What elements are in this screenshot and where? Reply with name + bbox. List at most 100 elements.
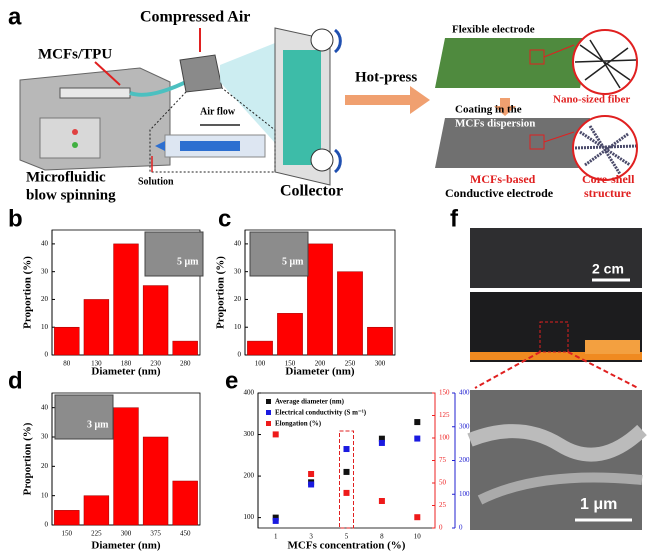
rotation bbox=[333, 28, 342, 54]
scale-label: 1 μm bbox=[580, 496, 617, 513]
label: MCFs dispersion bbox=[455, 118, 535, 130]
x-tick-label: 5 bbox=[345, 533, 349, 541]
bar bbox=[307, 243, 333, 356]
legend-swatch bbox=[266, 399, 271, 404]
bar bbox=[247, 340, 273, 356]
fiber bbox=[467, 424, 647, 462]
panel-label: c bbox=[218, 205, 231, 232]
inset-photo bbox=[144, 231, 204, 277]
x-tick-label: 150 bbox=[285, 360, 296, 368]
label: MCFs/TPU bbox=[38, 46, 112, 62]
fiber bbox=[477, 472, 643, 505]
point bbox=[378, 498, 385, 504]
point bbox=[378, 435, 385, 442]
legend-label: Elongation (%) bbox=[275, 420, 322, 428]
scale-label: 5 μm bbox=[282, 256, 304, 267]
point bbox=[343, 468, 350, 475]
point bbox=[343, 489, 350, 496]
x-tick-label: 300 bbox=[121, 530, 132, 538]
label: Air flow bbox=[200, 106, 236, 117]
x-tick-label: 130 bbox=[91, 360, 102, 368]
x-tick-label: 8 bbox=[380, 533, 384, 541]
point bbox=[414, 435, 421, 442]
inset-photo bbox=[249, 231, 309, 277]
bar bbox=[367, 326, 393, 356]
panel-label: f bbox=[450, 205, 459, 232]
bar bbox=[172, 340, 198, 356]
x-tick-label: 80 bbox=[63, 360, 71, 368]
bar bbox=[277, 313, 303, 356]
bar bbox=[337, 271, 363, 356]
label: MCFs-based bbox=[470, 172, 536, 186]
x-tick-label: 10 bbox=[414, 533, 422, 541]
label: Hot-press bbox=[355, 69, 417, 85]
y-tick-label: 300 bbox=[244, 430, 255, 438]
arrow bbox=[94, 61, 121, 86]
label: Collector bbox=[280, 183, 343, 200]
led bbox=[72, 142, 78, 148]
y-tick-label: 0 bbox=[45, 351, 49, 359]
fiber-detail bbox=[572, 115, 638, 181]
y-tick-label: 0 bbox=[439, 524, 443, 532]
rotation bbox=[333, 148, 342, 174]
x-tick-label: 150 bbox=[62, 530, 73, 538]
y-tick-label: 400 bbox=[244, 389, 255, 397]
x-tick-label: 1 bbox=[274, 533, 278, 541]
y-tick-label: 10 bbox=[41, 491, 49, 499]
x-tick-label: 250 bbox=[345, 360, 356, 368]
photo bbox=[435, 118, 590, 168]
x-tick-label: 100 bbox=[255, 360, 266, 368]
fibers bbox=[574, 125, 637, 175]
label: Conductive electrode bbox=[445, 186, 554, 200]
bar bbox=[172, 480, 198, 526]
pump-panel bbox=[39, 117, 101, 159]
y-tick-label: 25 bbox=[439, 501, 447, 509]
collector-film bbox=[283, 50, 321, 165]
gear bbox=[310, 28, 334, 52]
y-tick-label: 50 bbox=[439, 479, 447, 487]
y-tick-label: 125 bbox=[439, 411, 450, 419]
y-tick-label: 100 bbox=[459, 490, 470, 498]
y-tick-label: 20 bbox=[41, 295, 49, 303]
x-tick-label: 300 bbox=[375, 360, 386, 368]
point bbox=[272, 514, 279, 521]
x-tick-label: 3 bbox=[309, 533, 313, 541]
bar bbox=[113, 407, 139, 526]
y-tick-label: 200 bbox=[459, 456, 470, 464]
x-tick-label: 280 bbox=[180, 360, 191, 368]
y-tick-label: 0 bbox=[459, 524, 463, 532]
label: Compressed Air bbox=[140, 9, 250, 26]
y-tick-label: 10 bbox=[234, 323, 242, 331]
y-tick-label: 0 bbox=[238, 351, 242, 359]
arrow bbox=[155, 141, 165, 151]
point bbox=[308, 481, 315, 488]
connector bbox=[474, 351, 541, 389]
panel-label: d bbox=[8, 367, 23, 394]
y-tick-label: 40 bbox=[41, 239, 49, 247]
legend-label: Average diameter (nm) bbox=[275, 398, 345, 406]
channel-core bbox=[180, 141, 240, 151]
y-tick-label: 0 bbox=[45, 521, 49, 529]
x-axis-title: Diameter (nm) bbox=[91, 540, 160, 552]
fibers bbox=[574, 39, 637, 89]
highlight-box bbox=[339, 430, 354, 529]
x-axis-title: Diameter (nm) bbox=[285, 366, 354, 378]
y-tick-label: 75 bbox=[439, 456, 447, 464]
x-tick-label: 230 bbox=[150, 360, 161, 368]
schematic bbox=[19, 27, 638, 186]
connector bbox=[543, 44, 575, 58]
label: Solution bbox=[138, 176, 174, 187]
x-tick-label: 200 bbox=[315, 360, 326, 368]
label: Coating in the bbox=[455, 104, 522, 116]
connector bbox=[567, 351, 639, 389]
bar bbox=[83, 299, 110, 356]
y-axis-title: Proportion (%) bbox=[22, 256, 34, 329]
bar bbox=[113, 243, 139, 356]
y-tick-label: 100 bbox=[439, 434, 450, 442]
sem-image bbox=[470, 390, 642, 530]
arrow bbox=[494, 98, 516, 116]
ruler bbox=[470, 352, 642, 360]
bar bbox=[54, 326, 80, 356]
bar bbox=[83, 495, 110, 526]
